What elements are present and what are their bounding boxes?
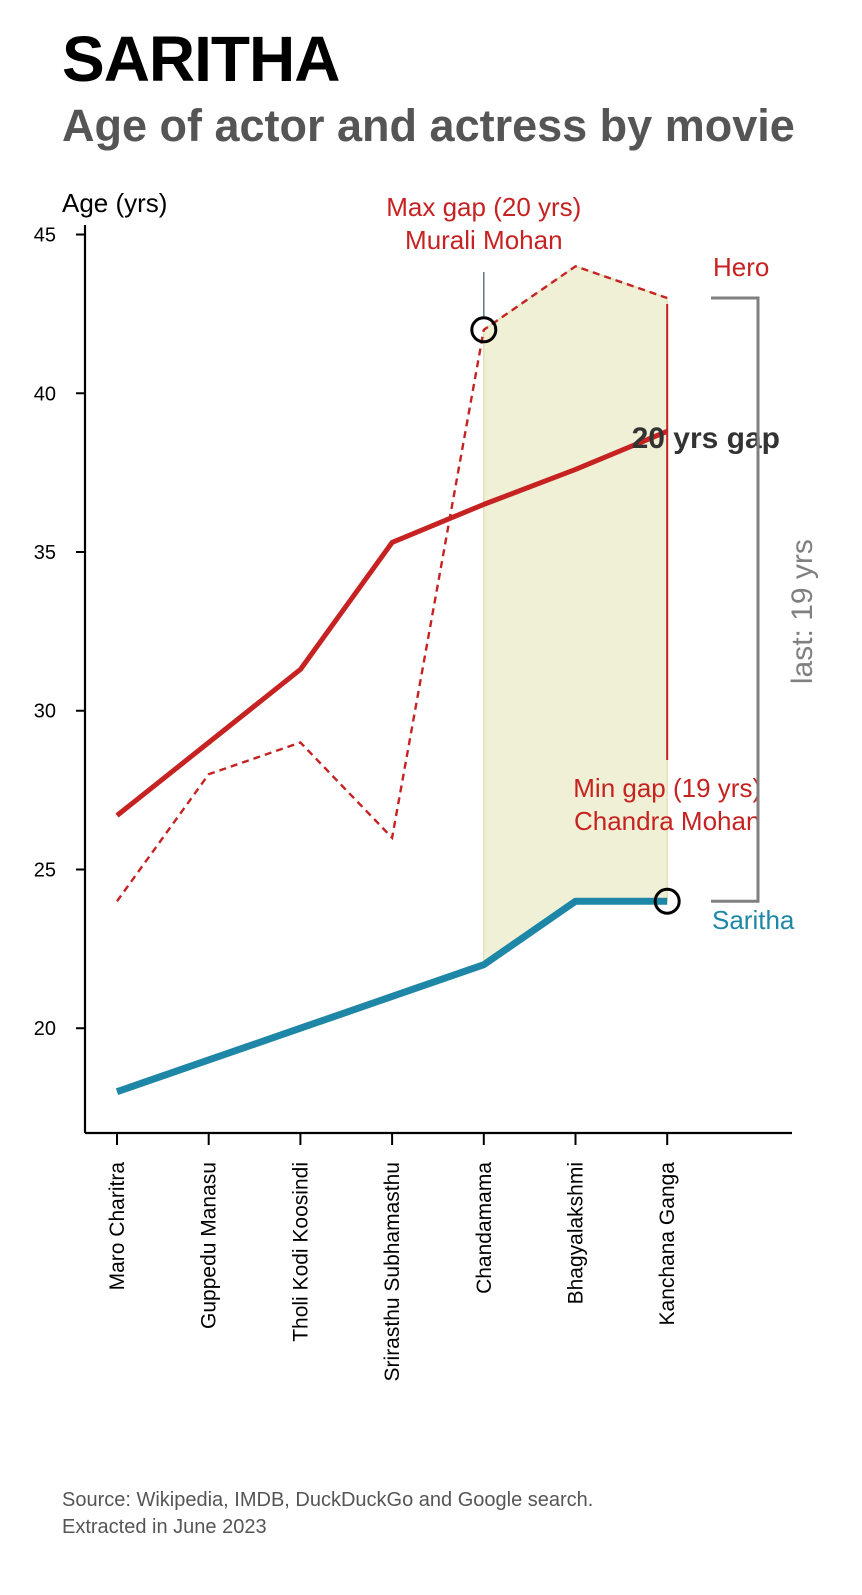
y-tick-label-20: 20 xyxy=(34,1018,56,1040)
source-note: Source: Wikipedia, IMDB, DuckDuckGo and … xyxy=(62,1487,593,1541)
y-tick-label-40: 40 xyxy=(34,383,56,405)
chart-subtitle: Age of actor and actress by movie xyxy=(62,100,795,151)
x-tick-label-5: Bhagyalakshmi xyxy=(565,1162,588,1304)
x-tick-label-4: Chandamama xyxy=(473,1162,496,1294)
bracket-label: last: 19 yrs xyxy=(786,539,819,684)
source-line-1: Source: Wikipedia, IMDB, DuckDuckGo and … xyxy=(62,1489,594,1511)
source-line-2: Extracted in June 2023 xyxy=(62,1516,267,1538)
chart-axes: 20 25 30 35 40 45 Maro Charitra Guppedu Manasu T… xyxy=(34,225,792,1381)
y-tick-label-30: 30 xyxy=(34,701,56,723)
y-tick-label-35: 35 xyxy=(34,542,56,564)
age-gap-fill xyxy=(483,265,668,967)
hero-trend-line xyxy=(115,429,669,818)
hero-legend-label: Hero xyxy=(713,252,769,282)
age-line-chart: 20 25 30 35 40 45 Maro Charitra Guppedu Manasu T… xyxy=(34,188,819,1381)
actress-age-line xyxy=(115,897,668,1096)
last-gap-bracket xyxy=(711,296,760,903)
y-tick-label-45: 45 xyxy=(34,225,56,247)
gap-label: 20 yrs gap xyxy=(632,422,780,455)
max-gap-marker xyxy=(470,316,498,344)
max-gap-actor: Murali Mohan xyxy=(405,225,563,255)
chart-title: SARITHA xyxy=(62,23,340,95)
x-tick-label-2: Tholi Kodi Koosindi xyxy=(289,1162,312,1342)
actress-legend-label: Saritha xyxy=(712,905,795,935)
hero-age-line xyxy=(116,264,668,902)
annotation-layer: Max gap (20 yrs)Murali Mohan Min gap (19 … xyxy=(386,192,819,935)
min-gap-marker xyxy=(653,887,681,915)
min-gap-label: Min gap (19 yrs) xyxy=(573,773,761,803)
x-tick-label-6: Kanchana Ganga xyxy=(656,1162,679,1326)
min-gap-actor: Chandra Mohan xyxy=(574,806,760,836)
x-tick-label-3: Srirasthu Subhamasthu xyxy=(381,1162,404,1381)
series-layer xyxy=(115,264,669,1096)
y-tick-label-25: 25 xyxy=(34,859,56,881)
x-tick-label-1: Guppedu Manasu xyxy=(198,1162,221,1329)
y-axis-label: Age (yrs) xyxy=(62,188,167,218)
max-gap-label: Max gap (20 yrs) xyxy=(386,192,581,222)
x-tick-label-0: Maro Charitra xyxy=(106,1162,129,1291)
